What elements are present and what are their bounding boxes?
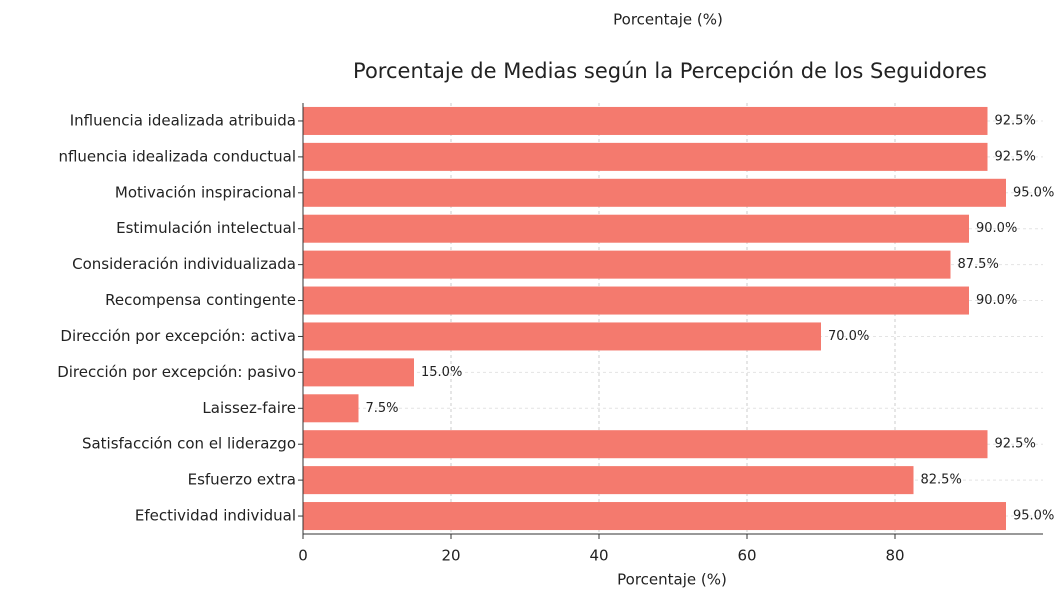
x-tick-label: 80 bbox=[885, 547, 904, 565]
bar bbox=[303, 394, 359, 423]
value-label: 90.0% bbox=[976, 221, 1017, 236]
x-tick-label: 0 bbox=[298, 547, 308, 565]
value-label: 95.0% bbox=[1013, 509, 1054, 524]
y-tick-label: Recompensa contingente bbox=[105, 291, 296, 309]
x-tick-label: 60 bbox=[737, 547, 756, 565]
value-label: 82.5% bbox=[921, 473, 962, 488]
bar bbox=[303, 322, 821, 351]
y-tick-label: Motivación inspiracional bbox=[115, 183, 296, 201]
y-tick-label: Esfuerzo extra bbox=[188, 471, 296, 489]
bar bbox=[303, 466, 914, 495]
y-tick-label: Estimulación intelectual bbox=[116, 219, 296, 237]
bar bbox=[303, 286, 969, 315]
value-label: 92.5% bbox=[995, 113, 1036, 128]
bar bbox=[303, 214, 969, 243]
value-label: 92.5% bbox=[995, 149, 1036, 164]
x-tick-label: 20 bbox=[441, 547, 460, 565]
bar bbox=[303, 430, 988, 459]
bar bbox=[303, 142, 988, 171]
value-label: 95.0% bbox=[1013, 185, 1054, 200]
x-tick-label: 40 bbox=[589, 547, 608, 565]
y-tick-label: nfluencia idealizada conductual bbox=[58, 147, 296, 165]
value-label: 70.0% bbox=[828, 329, 869, 344]
bar bbox=[303, 106, 988, 135]
value-label: 87.5% bbox=[958, 257, 999, 272]
y-tick-label: Consideración individualizada bbox=[72, 255, 296, 273]
bar bbox=[303, 502, 1006, 531]
bar bbox=[303, 250, 951, 279]
value-label: 92.5% bbox=[995, 437, 1036, 452]
bar bbox=[303, 358, 414, 387]
y-tick-label: Efectividad individual bbox=[135, 507, 296, 525]
value-label: 15.0% bbox=[421, 365, 462, 380]
value-label: 90.0% bbox=[976, 293, 1017, 308]
y-tick-label: Dirección por excepción: pasivo bbox=[57, 363, 296, 381]
value-label: 7.5% bbox=[366, 401, 399, 416]
y-tick-label: Influencia idealizada atribuida bbox=[70, 111, 296, 129]
x-axis-label: Porcentaje (%) bbox=[617, 571, 727, 589]
y-tick-label: Dirección por excepción: activa bbox=[60, 327, 296, 345]
y-tick-label: Satisfacción con el liderazgo bbox=[82, 435, 296, 453]
y-tick-label: Laissez-faire bbox=[202, 399, 296, 417]
top-label: Porcentaje (%) bbox=[613, 11, 723, 29]
chart-title: Porcentaje de Medias según la Percepción… bbox=[353, 59, 987, 83]
bar bbox=[303, 178, 1006, 207]
